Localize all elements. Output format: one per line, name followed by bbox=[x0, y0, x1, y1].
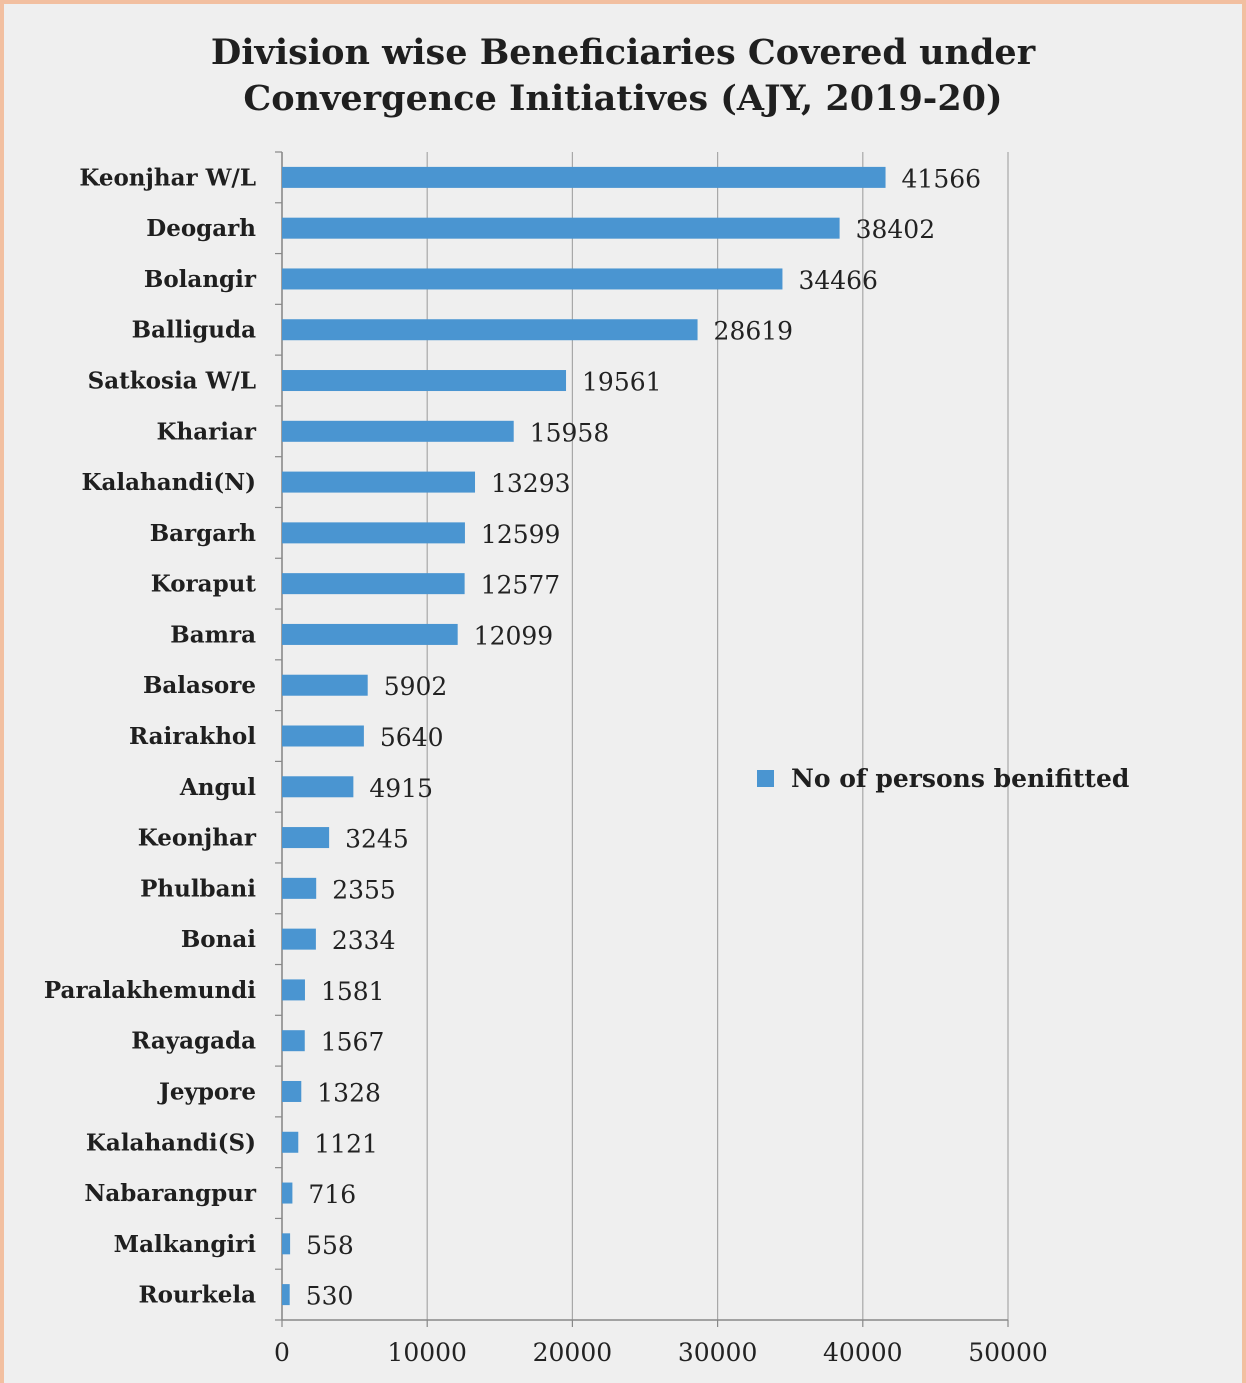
data-label: 558 bbox=[306, 1231, 354, 1260]
data-label: 5640 bbox=[380, 723, 444, 752]
data-label: 2334 bbox=[332, 926, 396, 955]
data-label: 12599 bbox=[481, 520, 561, 549]
data-label: 2355 bbox=[332, 875, 396, 904]
x-tick-label: 20000 bbox=[533, 1338, 613, 1367]
bar bbox=[282, 319, 698, 341]
category-label: Bonai bbox=[181, 926, 256, 953]
legend-swatch bbox=[757, 770, 774, 787]
bar bbox=[282, 776, 354, 798]
bar bbox=[282, 268, 783, 290]
plot-area: 0 10000 20000 30000 40000 50000 Keonjhar W/L 41… bbox=[44, 151, 1048, 1367]
bar bbox=[282, 674, 368, 696]
chart-title: Division wise Beneficiaries Covered unde… bbox=[210, 32, 1036, 119]
category-label: Jeypore bbox=[157, 1078, 256, 1105]
category-label: Kalahandi(N) bbox=[82, 469, 257, 496]
category-label: Keonjhar bbox=[138, 825, 257, 852]
data-label: 38402 bbox=[856, 215, 936, 244]
category-label: Bargarh bbox=[150, 520, 257, 547]
category-label: Kalahandi(S) bbox=[86, 1129, 256, 1156]
category-label: Nabarangpur bbox=[84, 1180, 257, 1207]
data-label: 13293 bbox=[491, 469, 571, 498]
data-label: 34466 bbox=[798, 266, 878, 295]
x-tick-label: 0 bbox=[274, 1338, 290, 1367]
category-label: Khariar bbox=[157, 418, 257, 445]
data-label: 1328 bbox=[317, 1078, 381, 1107]
bar bbox=[282, 420, 514, 442]
category-label: Malkangiri bbox=[114, 1231, 257, 1258]
data-label: 41566 bbox=[902, 164, 982, 193]
data-label: 12099 bbox=[474, 621, 554, 650]
data-label: 12577 bbox=[481, 571, 561, 600]
bar bbox=[282, 370, 567, 392]
bar bbox=[282, 573, 465, 595]
data-label: 28619 bbox=[714, 317, 794, 346]
category-label: Rayagada bbox=[131, 1028, 256, 1055]
legend: No of persons benifitted bbox=[757, 764, 1129, 793]
data-label: 4915 bbox=[369, 774, 433, 803]
category-label: Rourkela bbox=[138, 1282, 256, 1309]
bar bbox=[282, 877, 317, 899]
category-label: Balliguda bbox=[132, 317, 256, 344]
category-label: Paralakhemundi bbox=[44, 977, 256, 1004]
bar bbox=[282, 1182, 293, 1204]
x-tick-label: 10000 bbox=[387, 1338, 467, 1367]
category-label: Keonjhar W/L bbox=[79, 164, 256, 191]
category-label: Rairakhol bbox=[129, 723, 256, 750]
category-label: Angul bbox=[179, 774, 256, 801]
bar bbox=[282, 522, 465, 544]
category-label: Satkosia W/L bbox=[88, 368, 256, 395]
data-label: 1581 bbox=[321, 977, 385, 1006]
category-label: Balasore bbox=[143, 672, 256, 699]
bar bbox=[282, 1233, 291, 1255]
x-tick-label: 40000 bbox=[823, 1338, 903, 1367]
data-label: 1567 bbox=[321, 1028, 385, 1057]
bar bbox=[282, 827, 330, 849]
x-tick-label: 50000 bbox=[968, 1338, 1048, 1367]
category-label: Phulbani bbox=[140, 875, 256, 902]
category-label: Bolangir bbox=[144, 266, 257, 293]
bar bbox=[282, 471, 476, 493]
legend-label: No of persons benifitted bbox=[791, 764, 1129, 793]
bar bbox=[282, 217, 840, 239]
data-label: 19561 bbox=[582, 368, 662, 397]
bar bbox=[282, 623, 458, 645]
data-label: 716 bbox=[308, 1180, 356, 1209]
data-label: 530 bbox=[306, 1282, 354, 1311]
bar bbox=[282, 1131, 299, 1153]
x-tick-label: 30000 bbox=[678, 1338, 758, 1367]
category-label: Koraput bbox=[151, 571, 257, 598]
bar bbox=[282, 166, 886, 188]
data-label: 1121 bbox=[314, 1129, 378, 1158]
data-label: 3245 bbox=[345, 825, 409, 854]
bar bbox=[282, 928, 316, 950]
bar bbox=[282, 1080, 302, 1102]
bar bbox=[282, 979, 305, 1001]
bar bbox=[282, 1030, 305, 1052]
bar bbox=[282, 1284, 290, 1306]
data-label: 5902 bbox=[384, 672, 448, 701]
category-label: Bamra bbox=[170, 621, 256, 648]
data-label: 15958 bbox=[530, 418, 610, 447]
category-label: Deogarh bbox=[146, 215, 256, 242]
bar bbox=[282, 725, 364, 747]
